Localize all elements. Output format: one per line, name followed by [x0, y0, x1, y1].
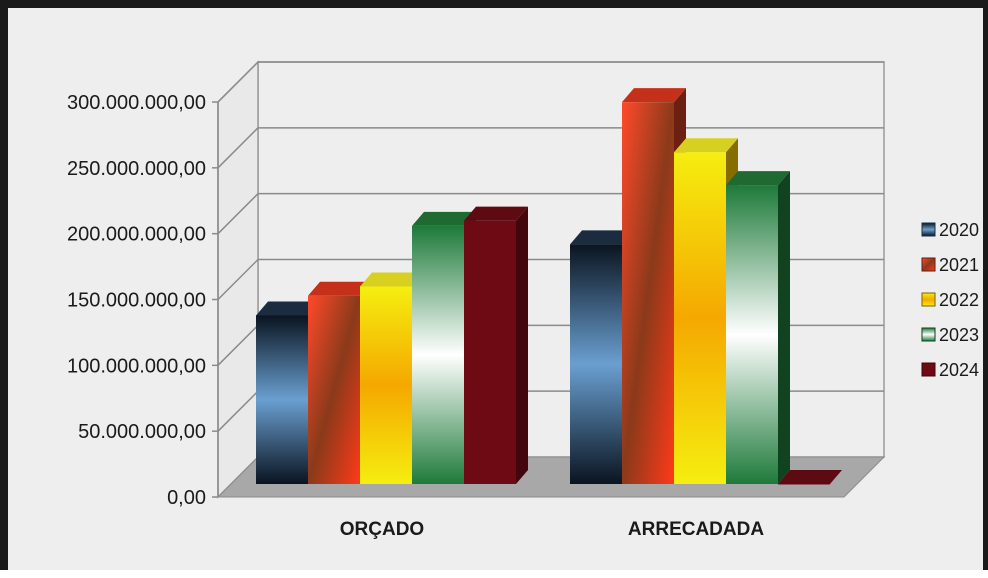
y-tick-label: 50.000.000,00 [78, 421, 206, 443]
bar-side [516, 206, 528, 484]
legend-swatch [921, 257, 936, 272]
legend-label: 2024 [939, 360, 979, 380]
bar-front [256, 315, 308, 484]
legend-swatch [921, 222, 936, 237]
bar-2024-1 [778, 470, 842, 485]
gridline-diag [217, 324, 259, 366]
y-tick-label: 0,00 [167, 487, 206, 509]
bar-chart: 0,00 50.000.000,00 100.000.000,00 150.000.0… [67, 60, 979, 540]
bar-front [464, 220, 516, 484]
legend-swatch [921, 292, 936, 307]
legend-swatch [921, 327, 936, 342]
bar-top [622, 88, 686, 103]
y-tick-label: 100.000.000,00 [67, 355, 206, 377]
bar-top [674, 138, 738, 153]
bar-front [412, 225, 464, 484]
bar-front [570, 244, 622, 484]
bars [256, 88, 842, 485]
bar-top [464, 206, 528, 221]
bar-front [674, 152, 726, 484]
gridline-diag [217, 390, 259, 432]
y-tick-label: 200.000.000,00 [67, 224, 206, 246]
gridline-diag [217, 258, 259, 301]
legend-swatch [921, 362, 936, 377]
bar-front [778, 484, 830, 485]
bar-front [726, 185, 778, 484]
legend-label: 2020 [939, 220, 979, 240]
gridline-diag [217, 127, 259, 169]
legend-label: 2023 [939, 325, 979, 345]
bar-top [256, 301, 320, 316]
x-category-label: ORÇADO [340, 519, 424, 540]
x-axis-labels: ORÇADO ARRECADADA [340, 519, 765, 540]
bar-top [412, 211, 476, 226]
gridline-diag [217, 193, 259, 235]
bar-2022-0 [360, 272, 424, 484]
y-tick-label: 300.000.000,00 [67, 92, 206, 114]
bar-2024-0 [464, 206, 528, 484]
y-tick-label: 150.000.000,00 [67, 290, 206, 312]
y-axis-ticks: 0,00 50.000.000,00 100.000.000,00 150.000.0… [67, 92, 218, 509]
bar-top [308, 281, 372, 296]
y-tick-label: 250.000.000,00 [67, 158, 206, 180]
bar-top [570, 230, 634, 245]
legend: 2020 2021 2022 2023 2024 [921, 220, 979, 380]
bar-front [622, 102, 674, 485]
legend-label: 2021 [939, 255, 979, 275]
gridline-diag [217, 61, 259, 103]
bar-side [778, 171, 790, 484]
x-category-label: ARRECADADA [628, 519, 764, 540]
bar-2023-1 [726, 171, 790, 484]
bar-top [726, 171, 790, 186]
bar-front [360, 286, 412, 484]
bar-top [778, 470, 842, 484]
bar-top [360, 272, 424, 287]
bar-front [308, 295, 360, 484]
legend-label: 2022 [939, 290, 979, 310]
